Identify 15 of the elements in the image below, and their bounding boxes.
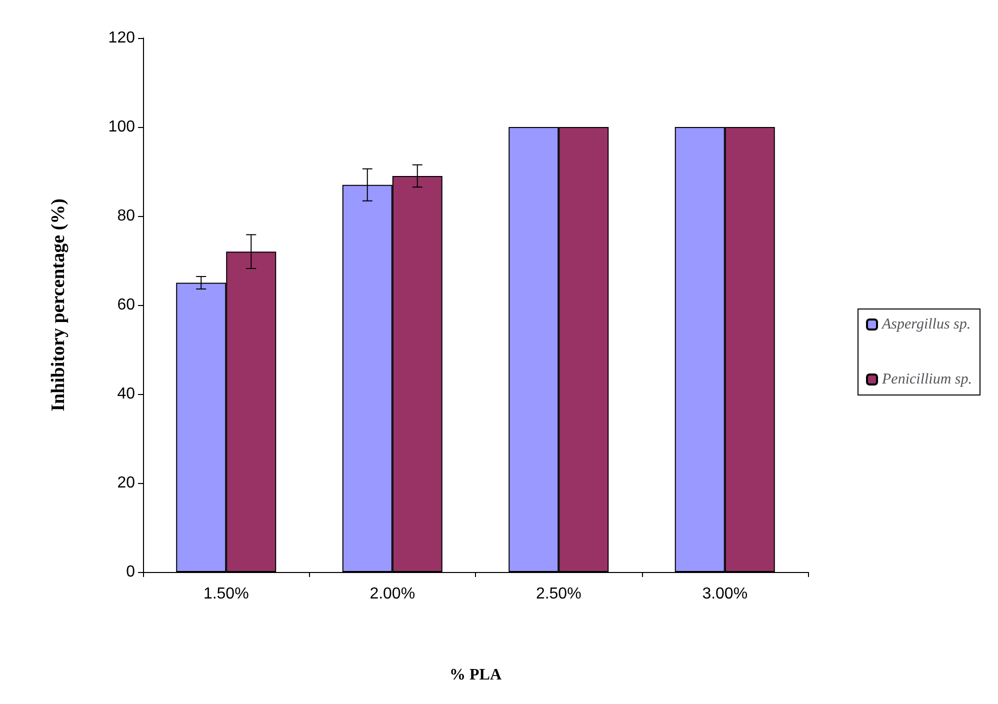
y-tick-label: 120 <box>108 30 136 46</box>
x-tick-label: 2.50% <box>536 586 582 602</box>
y-tick-label: 60 <box>117 296 136 314</box>
y-axis-title: Inhibitory percentage (%) <box>48 198 69 412</box>
legend-label: Aspergillus sp. <box>881 316 971 332</box>
legend-label: Penicillium sp. <box>881 372 972 388</box>
x-tick-label: 1.50% <box>203 586 249 602</box>
x-tick-label: 2.00% <box>370 586 416 602</box>
x-tick-label: 3.00% <box>702 586 748 602</box>
y-tick-label: 20 <box>117 474 136 492</box>
x-axis-title: % PLA <box>450 666 502 684</box>
y-tick-label: 100 <box>108 118 136 136</box>
y-tick-label: 40 <box>117 386 136 402</box>
y-tick-label: 80 <box>117 208 136 224</box>
y-tick-label: 0 <box>126 564 136 580</box>
